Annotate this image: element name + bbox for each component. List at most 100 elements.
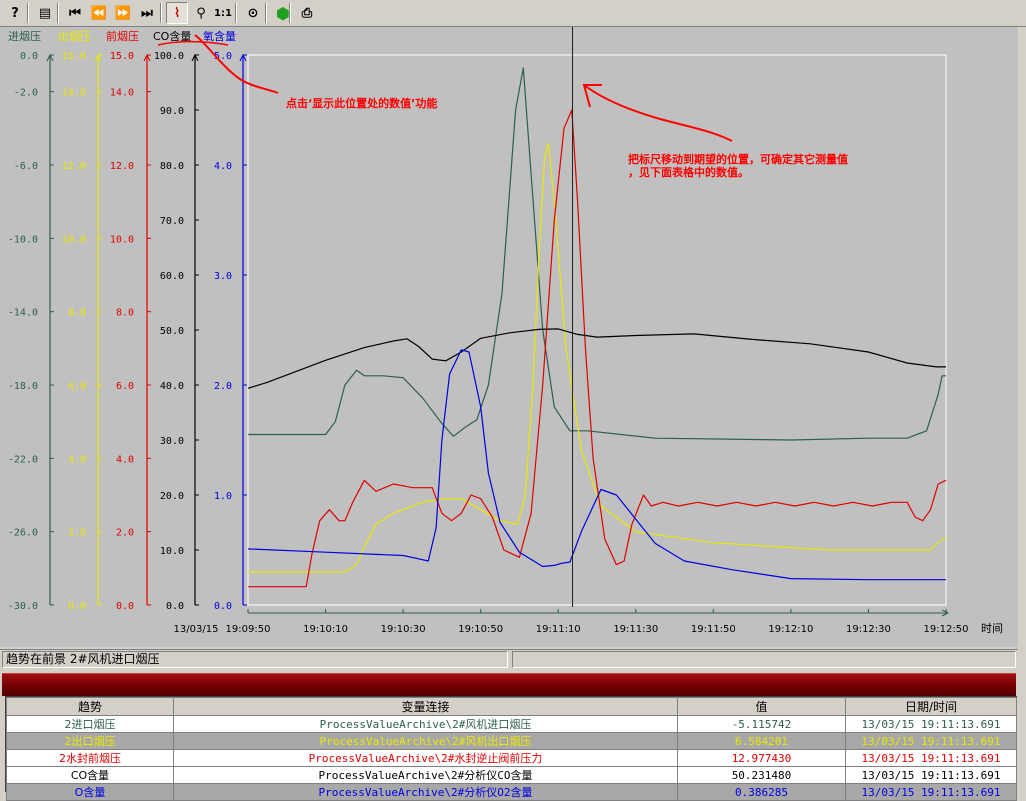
cell-value: 50.231480	[677, 766, 846, 784]
plot-frame	[247, 54, 947, 606]
y-tick-label: 8.0	[116, 308, 134, 319]
table-row[interactable]: CO含量 ProcessValueArchive\2#分析仪CO含量 50.2314…	[6, 766, 1017, 784]
y-axis-title-5: 氧含量	[203, 29, 236, 43]
series-line-3	[248, 109, 947, 588]
value-table: 趋势 变量连接 值 日期/时间 2进口烟压 ProcessValueArchive…	[6, 697, 1017, 801]
panel-splitter[interactable]	[2, 673, 1016, 696]
x-tick-label: 19:12:30	[846, 624, 891, 635]
table-row[interactable]: 2进口烟压 ProcessValueArchive\2#风机进口烟压 -5.1157…	[6, 715, 1017, 733]
y-tick-label: 0.0	[166, 601, 184, 612]
series-line-1	[248, 67, 946, 441]
y-tick-label: 100.0	[154, 51, 184, 62]
help-button[interactable]: ?	[4, 2, 26, 24]
toolbar-separator	[289, 3, 291, 23]
cell-datetime: 13/03/15 19:11:13.691	[845, 783, 1017, 801]
y-tick-label: 12.0	[110, 161, 134, 172]
x-tick-label: 19:12:50	[924, 624, 969, 635]
y-tick-label: 5.0	[214, 51, 232, 62]
value-table-panel: 趋势 变量连接 值 日期/时间 2进口烟压 ProcessValueArchive…	[5, 696, 1017, 801]
x-tick-label: 19:10:50	[458, 624, 503, 635]
series-line-5	[247, 349, 946, 581]
column-header-trend[interactable]: 趋势	[6, 697, 174, 716]
original-size-icon: 1:1	[214, 7, 232, 19]
y-tick-label: 10.0	[62, 234, 86, 245]
y-tick-label: 2.0	[68, 528, 86, 539]
y-tick-label: 3.0	[214, 271, 232, 282]
x-tick-label: 19:10:10	[303, 624, 348, 635]
annotation-arrow-2	[582, 84, 733, 142]
series-line-4	[247, 328, 946, 389]
y-tick-label: -30.0	[8, 601, 38, 612]
toolbar-separator	[265, 3, 267, 23]
x-tick-label: 19:11:30	[613, 624, 658, 635]
cell-value: 6.584201	[677, 732, 846, 750]
chart-canvas[interactable]: 进烟压 0.0 -2.0 -6.0 -10.0 -14.0 -18.0 -22.0 -26.0 -…	[0, 27, 1018, 647]
help-icon: ?	[11, 5, 19, 21]
y-tick-label: 0.0	[20, 51, 38, 62]
column-header-variable-link[interactable]: 变量连接	[173, 697, 678, 716]
original-size-button[interactable]: 1:1	[212, 2, 234, 24]
cell-datetime: 13/03/15 19:11:13.691	[845, 749, 1017, 767]
click-hint-annotation: 点击‘显示此位置处的数值’功能	[286, 97, 438, 110]
column-header-value[interactable]: 值	[677, 697, 846, 716]
y-axis-title-4: CO含量	[153, 29, 191, 43]
cell-variable-link: ProcessValueArchive\2#风机进口烟压	[173, 715, 678, 733]
y-tick-label: 15.0	[110, 51, 134, 62]
y-tick-label: 4.0	[68, 454, 86, 465]
table-row[interactable]: 2出口烟压 ProcessValueArchive\2#风机出口烟压 6.58420…	[6, 732, 1017, 750]
annotation-underline	[157, 40, 229, 46]
y-tick-label: 0.0	[68, 601, 86, 612]
y-axis-title-2: 出烟压	[58, 29, 91, 43]
column-header-datetime[interactable]: 日期/时间	[845, 697, 1017, 716]
y-axis-title-1: 进烟压	[8, 29, 41, 43]
table-row[interactable]: 2水封前烟压 ProcessValueArchive\2#水封逆止阀前压力 12.9…	[6, 749, 1017, 767]
x-axis-date-label: 13/03/15	[174, 624, 219, 635]
y-tick-label: 20.0	[160, 491, 184, 502]
cell-trend: 2出口烟压	[6, 732, 174, 750]
y-tick-label: 14.0	[62, 88, 86, 99]
x-tick-label: 19:10:30	[381, 624, 426, 635]
y-tick-label: 14.0	[110, 88, 134, 99]
y-axis-title-3: 前烟压	[106, 29, 139, 43]
table-button[interactable]: ▤	[34, 2, 56, 24]
fast-forward-icon: ⏩	[114, 5, 132, 21]
cell-trend: O含量	[6, 783, 174, 801]
y-tick-label: -22.0	[8, 454, 38, 465]
select-trend-button[interactable]: ⊙	[242, 2, 264, 24]
y-tick-label: 30.0	[160, 436, 184, 447]
first-button[interactable]: ⏮	[64, 2, 86, 24]
start-stop-button[interactable]: ⬢	[272, 2, 294, 24]
ruler-icon: ⌇	[173, 5, 181, 21]
select-trend-icon: ⊙	[247, 5, 259, 21]
cell-variable-link: ProcessValueArchive\2#分析仪CO含量	[173, 766, 678, 784]
fast-forward-button[interactable]: ⏩	[112, 2, 134, 24]
y-tick-label: 2.0	[214, 381, 232, 392]
y-tick-label: -14.0	[8, 308, 38, 319]
y-tick-label: 60.0	[160, 271, 184, 282]
zoom-icon: ⚲	[196, 5, 206, 21]
x-tick-label: 19:12:10	[768, 624, 813, 635]
cell-trend: CO含量	[6, 766, 174, 784]
cell-datetime: 13/03/15 19:11:13.691	[845, 715, 1017, 733]
y-tick-label: 6.0	[116, 381, 134, 392]
y-tick-label: 80.0	[160, 161, 184, 172]
x-axis-unit-label: 时间	[981, 622, 1003, 635]
y-tick-label: 15.0	[62, 51, 86, 62]
status-bar: 趋势在前景 2#风机进口烟压	[0, 649, 1018, 670]
ruler-hint-annotation-line1: 把标尺移动到期望的位置，可确定其它测量值	[628, 153, 848, 166]
toolbar-separator	[160, 3, 162, 23]
ruler-button[interactable]: ⌇	[166, 2, 188, 24]
y-tick-label: 2.0	[116, 528, 134, 539]
trend-chart[interactable]: 进烟压 0.0 -2.0 -6.0 -10.0 -14.0 -18.0 -22.0 -26.0 -…	[0, 27, 1018, 647]
ruler-hint-annotation-line2: ，见下面表格中的数值。	[628, 166, 749, 179]
print-button[interactable]: ⎙	[296, 2, 318, 24]
last-button[interactable]: ⏭	[136, 2, 158, 24]
table-row[interactable]: O含量 ProcessValueArchive\2#分析仪O2含量 0.386285…	[6, 783, 1017, 801]
rewind-button[interactable]: ⏪	[88, 2, 110, 24]
y-tick-label: 90.0	[160, 106, 184, 117]
start-stop-icon: ⬢	[276, 3, 290, 23]
y-tick-label: 10.0	[110, 234, 134, 245]
last-icon: ⏭	[141, 5, 153, 21]
zoom-button[interactable]: ⚲	[190, 2, 212, 24]
y-tick-label: 4.0	[214, 161, 232, 172]
